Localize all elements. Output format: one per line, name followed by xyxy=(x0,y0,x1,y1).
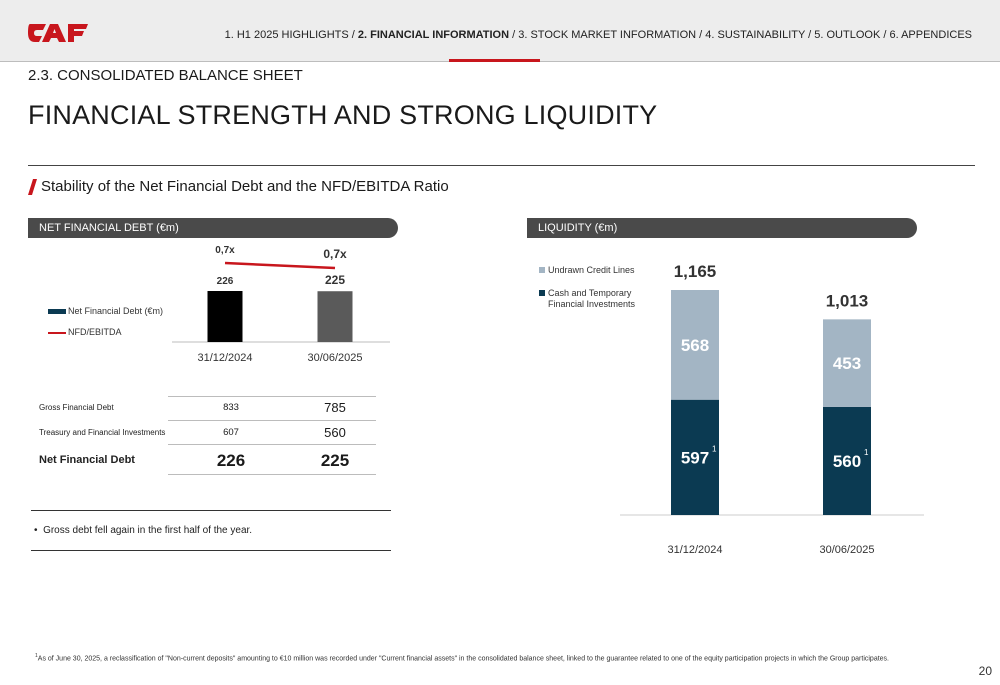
nav-item-highlights[interactable]: 1. H1 2025 HIGHLIGHTS / xyxy=(224,29,355,41)
legend-label: Undrawn Credit Lines xyxy=(548,265,635,275)
table-row: Gross Financial Debt 833 785 xyxy=(28,396,378,421)
footnote: 1As of June 30, 2025, a reclassification… xyxy=(35,653,889,662)
title-divider xyxy=(28,165,975,166)
top-bar: 1. H1 2025 HIGHLIGHTS / 2. FINANCIAL INF… xyxy=(0,0,1000,62)
liquidity-bar-credit-lines-2 xyxy=(823,319,871,407)
slash-accent-icon xyxy=(28,179,37,195)
legend-swatch xyxy=(539,290,545,296)
legend-swatch xyxy=(539,267,545,273)
footnote-marker: 1 xyxy=(35,653,38,659)
table-divider xyxy=(168,420,376,421)
subtitle: Stability of the Net Financial Debt and … xyxy=(41,178,449,195)
liquidity-total-label: 1,165 xyxy=(674,262,717,281)
table-divider xyxy=(168,474,376,475)
footnote-text: As of June 30, 2025, a reclassification … xyxy=(37,655,889,663)
cash-footnote-marker: 1 xyxy=(712,444,717,453)
nfd-ratio-label: 0,7x xyxy=(215,245,235,256)
row-label: Treasury and Financial Investments xyxy=(39,427,166,437)
row-label: Net Financial Debt xyxy=(39,454,135,466)
credit-lines-value-label: 568 xyxy=(681,336,709,355)
nav-item-other-sections[interactable]: / 3. STOCK MARKET INFORMATION / 4. SUSTA… xyxy=(512,29,972,41)
page-number: 20 xyxy=(978,664,992,678)
nfd-table: Gross Financial Debt 833 785 Treasury an… xyxy=(28,396,378,475)
nfd-bar-value-label: 226 xyxy=(217,276,234,287)
note-top-rule xyxy=(31,510,391,511)
page-title: FINANCIAL STRENGTH AND STRONG LIQUIDITY xyxy=(28,100,658,130)
value-2025: 225 xyxy=(320,451,350,470)
nfd-bar-value-label: 225 xyxy=(325,273,345,287)
cash-value-label: 597 xyxy=(681,448,709,467)
cash-value-label: 560 xyxy=(833,452,861,471)
nfd-ebitda-ratio-line xyxy=(224,261,336,270)
value-2025: 785 xyxy=(324,400,346,415)
row-label: Gross Financial Debt xyxy=(39,403,114,412)
legend-bar-swatch xyxy=(48,309,66,315)
liquidity-total-label: 1,013 xyxy=(826,291,869,310)
legend-label: NFD/EBITDA xyxy=(68,327,122,337)
nfd-ratio-label: 0,7x xyxy=(323,247,347,261)
legend-label: Net Financial Debt (€m) xyxy=(68,306,164,316)
caf-logo xyxy=(28,24,88,42)
legend-line-swatch xyxy=(48,331,66,334)
section-navigation: 1. H1 2025 HIGHLIGHTS / 2. FINANCIAL INF… xyxy=(225,29,972,41)
value-2024: 607 xyxy=(223,426,239,438)
value-2024: 226 xyxy=(216,451,246,470)
nfd-category-label: 31/12/2024 xyxy=(197,352,252,364)
liquidity-category-label: 31/12/2024 xyxy=(667,544,722,556)
note: • Gross debt fell again in the first hal… xyxy=(34,525,252,536)
table-divider xyxy=(168,444,376,445)
liquidity-bar-cash-2 xyxy=(823,406,871,515)
section-label: 2.3. CONSOLIDATED BALANCE SHEET xyxy=(28,67,303,84)
table-divider xyxy=(168,396,376,397)
value-2024: 833 xyxy=(223,402,239,413)
note-bottom-rule xyxy=(31,550,391,551)
nfd-bar-1 xyxy=(207,291,243,342)
cash-footnote-marker: 1 xyxy=(864,448,869,457)
nav-item-financial-information[interactable]: 2. FINANCIAL INFORMATION xyxy=(357,29,510,41)
table-row-total: Net Financial Debt 226 225 xyxy=(28,445,378,475)
note-text: Gross debt fell again in the first half … xyxy=(43,525,253,536)
nfd-category-label: 30/06/2025 xyxy=(307,352,362,364)
nfd-panel-header: NET FINANCIAL DEBT (€m) xyxy=(28,218,398,238)
credit-lines-value-label: 453 xyxy=(833,354,861,373)
active-nav-indicator xyxy=(449,59,540,62)
liquidity-bar-credit-lines-1 xyxy=(671,290,719,400)
legend-label: Cash and Temporary Financial Investments xyxy=(548,288,636,309)
table-row: Treasury and Financial Investments 607 5… xyxy=(28,421,378,446)
liquidity-bar-cash-1 xyxy=(671,399,719,515)
nfd-bar-2 xyxy=(317,291,353,342)
liquidity-category-label: 30/06/2025 xyxy=(819,544,874,556)
nfd-legend-item-line: NFD/EBITDA xyxy=(48,327,122,337)
value-2025: 560 xyxy=(324,424,346,440)
nfd-legend-item-bar: Net Financial Debt (€m) xyxy=(48,306,163,316)
liquidity-panel-header: LIQUIDITY (€m) xyxy=(527,218,917,238)
bullet-icon: • xyxy=(34,525,44,536)
